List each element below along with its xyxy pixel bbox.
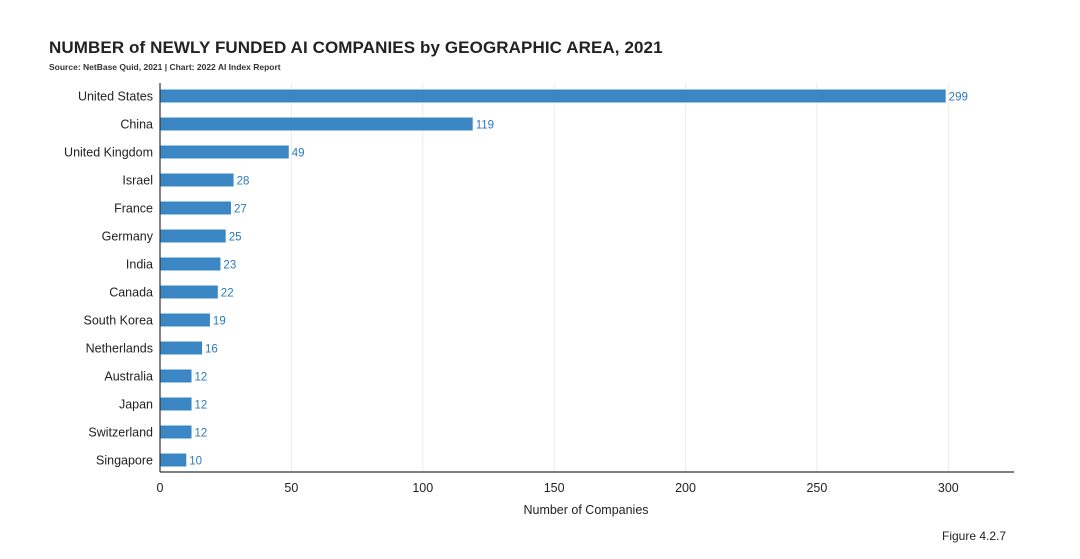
bar xyxy=(160,201,231,215)
category-label: China xyxy=(120,118,153,132)
category-label: Switzerland xyxy=(88,426,153,440)
value-label: 10 xyxy=(189,456,202,468)
category-label: Canada xyxy=(109,286,153,300)
value-label: 299 xyxy=(949,92,968,104)
bar xyxy=(160,89,946,103)
bar xyxy=(160,341,203,355)
value-label: 27 xyxy=(234,204,247,216)
bar xyxy=(160,369,192,383)
axes xyxy=(159,83,1014,473)
bar xyxy=(160,313,210,327)
gridlines xyxy=(290,83,949,472)
value-label: 19 xyxy=(213,316,226,328)
x-tick-label: 0 xyxy=(157,481,164,495)
category-label: United States xyxy=(78,90,153,104)
value-label: 119 xyxy=(476,120,494,132)
category-label: France xyxy=(114,202,153,216)
category-label: Australia xyxy=(104,370,153,384)
bar xyxy=(160,425,192,439)
chart-source: Source: NetBase Quid, 2021 | Chart: 2022… xyxy=(49,62,281,72)
x-tick-label: 150 xyxy=(544,481,565,495)
x-tick-label: 250 xyxy=(806,481,827,495)
value-label: 12 xyxy=(195,372,208,384)
bar xyxy=(160,285,218,299)
value-label: 28 xyxy=(237,176,250,188)
value-labels: 299 119 49 28 27 25 23 22 19 16 12 12 12 10 xyxy=(189,92,968,468)
bars xyxy=(160,89,946,467)
value-label: 16 xyxy=(205,344,218,356)
category-label: India xyxy=(126,258,153,272)
x-tick-labels: 0 50 100 150 200 250 300 xyxy=(157,481,959,495)
x-axis-title: Number of Companies xyxy=(523,503,648,517)
value-label: 12 xyxy=(195,400,208,412)
chart-title: NUMBER of NEWLY FUNDED AI COMPANIES by G… xyxy=(49,38,663,57)
category-label: Germany xyxy=(102,230,154,244)
bar xyxy=(160,257,221,271)
x-tick-label: 50 xyxy=(284,481,298,495)
category-label: Singapore xyxy=(96,454,153,468)
x-tick-label: 200 xyxy=(675,481,696,495)
bar xyxy=(160,229,226,243)
bar xyxy=(160,173,234,187)
figure-label: Figure 4.2.7 xyxy=(942,529,1007,543)
value-label: 25 xyxy=(229,232,242,244)
category-label: Netherlands xyxy=(86,342,153,356)
x-tick-label: 300 xyxy=(938,481,959,495)
value-label: 23 xyxy=(223,260,236,272)
bar xyxy=(160,145,289,159)
value-label: 22 xyxy=(221,288,234,300)
x-tick-label: 100 xyxy=(412,481,433,495)
category-label: South Korea xyxy=(84,314,154,328)
category-label: United Kingdom xyxy=(64,146,153,160)
value-label: 49 xyxy=(292,148,305,160)
bar xyxy=(160,117,473,131)
bar xyxy=(160,397,192,411)
category-label: Japan xyxy=(119,398,153,412)
category-label: Israel xyxy=(122,174,153,188)
category-labels: United States China United Kingdom Israel Fr… xyxy=(64,90,154,468)
value-label: 12 xyxy=(195,428,208,440)
bar xyxy=(160,453,187,467)
